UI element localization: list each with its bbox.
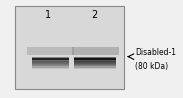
Text: (80 kDa): (80 kDa) [135,62,168,71]
Bar [74,62,116,65]
Bar [32,58,69,62]
Bar [15,6,124,89]
Bar [32,62,69,65]
Text: 1: 1 [45,10,52,20]
Text: Disabled-1: Disabled-1 [135,48,176,57]
Text: 2: 2 [91,10,97,20]
Bar [74,63,116,66]
Bar [32,63,69,66]
Bar [74,65,116,69]
Bar [74,58,116,60]
Bar [27,47,74,55]
Bar [32,61,69,64]
Bar [72,47,119,55]
Bar [32,64,69,68]
Bar [74,57,116,60]
Bar [32,57,69,60]
Bar [74,59,116,63]
Bar [32,58,69,60]
Bar [32,59,69,63]
Bar [74,64,116,68]
Bar [74,58,116,62]
Bar [32,65,69,69]
Bar [74,61,116,64]
